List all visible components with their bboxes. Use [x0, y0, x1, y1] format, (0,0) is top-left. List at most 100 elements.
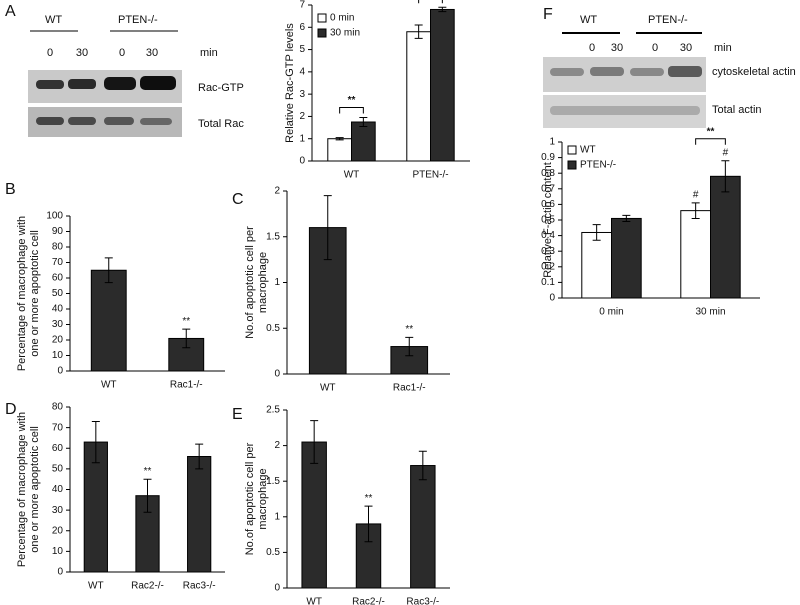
bar	[430, 8, 455, 162]
blot-band	[68, 79, 96, 89]
bar	[581, 231, 612, 299]
y-tick-label: 50	[52, 464, 64, 475]
legend-label: PTEN-/-	[580, 160, 616, 171]
unit-label: min	[200, 47, 218, 59]
x-tick-label: Rac3-/-	[183, 581, 216, 592]
x-tick-label: PTEN-/-	[412, 170, 448, 181]
row-label: Total Rac	[198, 118, 244, 130]
blot-band	[104, 77, 136, 90]
y-axis-label: No.of apoptotic cell per	[244, 442, 256, 555]
blot-band	[36, 117, 64, 125]
x-tick-label: Rac1-/-	[170, 380, 203, 391]
panel-label: F	[543, 6, 553, 23]
annotation: **	[182, 316, 190, 327]
group-label: WT	[580, 14, 597, 26]
x-tick-label: WT	[88, 581, 104, 592]
error-bar	[691, 202, 700, 219]
y-tick-label: 60	[52, 443, 64, 454]
bar	[301, 441, 327, 589]
x-tick-label: Rac3-/-	[406, 597, 439, 605]
lane-label: 30	[680, 42, 692, 54]
x-tick-label: WT	[101, 380, 117, 391]
bracket	[695, 138, 726, 145]
error-bar	[721, 160, 730, 193]
panel-label: A	[5, 3, 16, 20]
y-tick-label: 1.5	[266, 476, 280, 487]
group-label: WT	[45, 14, 62, 26]
error-bar	[195, 443, 204, 470]
y-tick-label: 70	[52, 257, 64, 268]
error-bar	[91, 420, 100, 464]
blot-f: WT PTEN-/- 0 30 0 30 min cytoskeletal ac…	[543, 14, 796, 128]
y-tick-label: 1	[299, 133, 305, 144]
panel-label: D	[5, 401, 17, 418]
error-bar	[335, 137, 344, 141]
y-tick-label: 50	[52, 288, 64, 299]
y-tick-label: 30	[52, 319, 64, 330]
blot-band	[630, 68, 664, 76]
y-tick-label: 4	[299, 66, 305, 77]
blot-band	[550, 68, 584, 76]
y-tick-label: 3	[299, 89, 305, 100]
blot-band	[140, 76, 176, 90]
error-bar	[323, 195, 332, 261]
y-tick-label: 2	[274, 440, 280, 451]
y-tick-label: 0	[57, 366, 63, 377]
blot-band	[590, 67, 624, 76]
y-axis-label: No.of apoptotic cell per	[244, 226, 256, 339]
y-tick-label: 0	[274, 583, 280, 594]
y-tick-label: 2.5	[266, 405, 280, 416]
lane-label: 30	[76, 47, 88, 59]
y-axis-label: Percentage of macrophage with	[16, 412, 28, 567]
bar	[406, 31, 431, 162]
y-tick-label: 1	[274, 511, 280, 522]
y-tick-label: 1	[549, 137, 555, 148]
bar	[168, 337, 205, 372]
bracket	[339, 107, 364, 114]
y-tick-label: 7	[299, 0, 305, 11]
lane-label: 30	[611, 42, 623, 54]
x-tick-label: Rac1-/-	[393, 383, 426, 394]
lane-label: 30	[146, 47, 158, 59]
y-tick-label: 0	[549, 293, 555, 304]
y-tick-label: 40	[52, 484, 64, 495]
y-tick-label: 20	[52, 335, 64, 346]
lane-label: 0	[47, 47, 53, 59]
y-tick-label: 0.7	[541, 183, 555, 194]
y-tick-label: 1	[274, 277, 280, 288]
y-axis-label: Relative Rac-GTP levels	[284, 23, 296, 143]
x-tick-label: WT	[306, 597, 322, 605]
blot-a: WT PTEN-/- 0 30 0 30 min Rac-GTP Total R…	[28, 14, 244, 137]
legend-swatch	[567, 160, 577, 170]
panel-label: B	[5, 181, 16, 198]
error-bar	[592, 224, 601, 241]
x-tick-label: Rac2-/-	[352, 597, 385, 605]
y-tick-label: 70	[52, 422, 64, 433]
bar	[187, 456, 212, 573]
error-bar	[364, 505, 373, 543]
row-label: Rac-GTP	[198, 82, 244, 94]
legend-swatch	[317, 28, 327, 38]
y-tick-label: 10	[52, 350, 64, 361]
blot-band	[550, 106, 700, 115]
y-tick-label: 0.8	[541, 168, 555, 179]
y-axis-label: one or more apoptotic cell	[29, 426, 41, 553]
blot-band	[140, 118, 172, 125]
error-bar	[143, 478, 152, 513]
annotation: **	[405, 324, 413, 335]
y-tick-label: 5	[299, 44, 305, 55]
legend-swatch	[567, 145, 577, 155]
y-tick-label: 20	[52, 525, 64, 536]
y-axis-label: Relative F-actin content	[542, 162, 554, 278]
bar	[680, 210, 711, 299]
y-tick-label: 100	[46, 211, 63, 222]
legend-label: WT	[580, 145, 596, 156]
error-bar	[182, 328, 191, 349]
y-tick-label: 0.4	[541, 230, 555, 241]
error-bar	[622, 214, 631, 223]
annotation: **	[144, 466, 152, 477]
y-tick-label: 0	[274, 369, 280, 380]
y-tick-label: 0.5	[266, 547, 280, 558]
y-axis-label: macrophage	[257, 252, 269, 313]
